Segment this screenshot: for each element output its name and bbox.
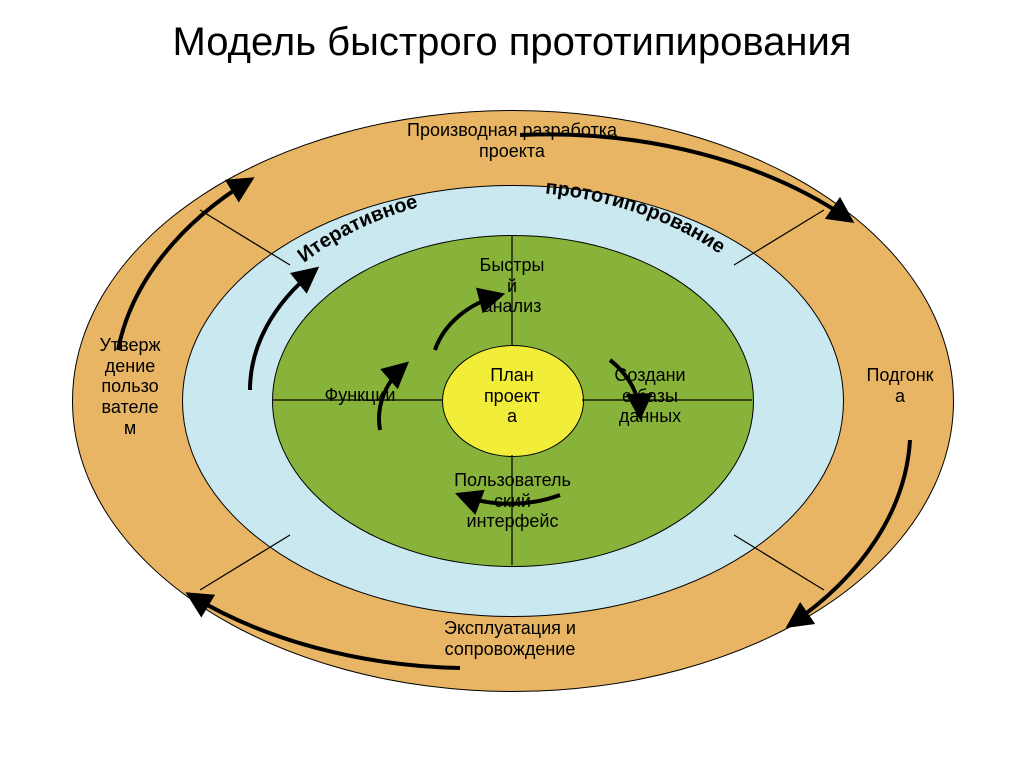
inner-label-bottom: Пользовательскийинтерфейс — [420, 470, 605, 532]
diagram-stage: Итеративное прототипорование Производная… — [0, 100, 1024, 740]
outer-label-right: Подгонка — [855, 365, 945, 406]
outer-div-tr — [734, 210, 824, 265]
inner-label-top: Быстрыйанализ — [457, 255, 567, 317]
outer-label-left: Утверждениепользователем — [85, 335, 175, 438]
outer-label-top: Производная разработка проекта — [402, 120, 622, 161]
outer-label-bottom: Эксплуатация и сопровождение — [400, 618, 620, 659]
middle-curve-right: прототипорование — [544, 177, 729, 259]
inner-label-left: Функции — [305, 385, 415, 406]
inner-label-right: Создание базыданных — [590, 365, 710, 427]
middle-arrow — [250, 270, 315, 390]
outer-arrow-4 — [118, 180, 250, 350]
page-title: Модель быстрого прототипирования — [0, 20, 1024, 65]
center-label: Планпроекта — [462, 365, 562, 427]
outer-div-br — [734, 535, 824, 590]
middle-curve-left: Итеративное — [294, 191, 420, 267]
outer-arrow-2 — [790, 440, 910, 625]
outer-div-bl — [200, 535, 290, 590]
outer-div-tl — [200, 210, 290, 265]
